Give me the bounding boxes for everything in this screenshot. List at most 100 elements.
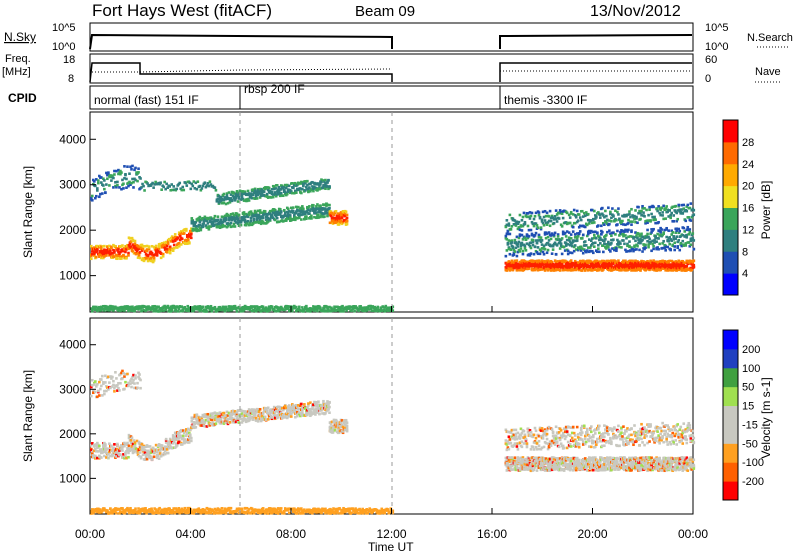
data-cell [190, 420, 194, 423]
data-cell [539, 240, 543, 244]
data-cell [336, 309, 339, 312]
data-cell [507, 239, 511, 242]
data-cell [533, 245, 537, 248]
data-cell [237, 421, 241, 424]
data-cell [602, 244, 605, 247]
data-cell [157, 245, 161, 248]
data-cell [533, 214, 537, 218]
data-cell [554, 209, 558, 212]
data-cell [253, 413, 257, 417]
data-cell [305, 304, 308, 308]
data-cell [187, 441, 191, 444]
data-cell [692, 247, 696, 251]
data-cell [139, 456, 143, 460]
data-cell [273, 208, 277, 212]
data-cell [195, 413, 199, 416]
data-cell [127, 444, 131, 448]
data-cell [195, 187, 199, 191]
data-cell [171, 249, 175, 252]
data-cell [672, 238, 675, 241]
data-cell [685, 268, 689, 271]
data-cell [293, 191, 296, 195]
data-cell [536, 239, 540, 242]
data-cell [652, 205, 655, 209]
data-cell [582, 211, 586, 215]
data-cell [151, 260, 155, 264]
data-cell [624, 234, 627, 237]
data-cell [219, 218, 223, 221]
data-cell [203, 424, 207, 428]
data-cell [274, 309, 278, 313]
data-cell [601, 230, 604, 234]
data-cell [538, 215, 542, 219]
data-cell [561, 259, 565, 262]
data-cell [572, 245, 576, 249]
data-cell [622, 223, 625, 226]
data-cell [125, 256, 128, 260]
y-tick-label: 4000 [59, 132, 86, 146]
data-cell [647, 245, 650, 249]
colorbar-tick-label: 8 [742, 246, 748, 258]
data-cell [515, 259, 519, 262]
data-cell [111, 454, 114, 458]
data-cell [205, 219, 209, 223]
data-cell [180, 443, 184, 446]
data-cell [120, 447, 123, 451]
data-cell [162, 309, 165, 312]
data-cell [107, 456, 110, 460]
data-cell [99, 249, 102, 253]
data-cell [374, 307, 378, 310]
data-cell [193, 186, 197, 190]
data-cell [680, 243, 684, 246]
data-cell [127, 251, 130, 255]
data-cell [113, 249, 116, 252]
data-cell [244, 212, 248, 216]
data-cell [103, 441, 106, 445]
data-cell [506, 229, 510, 233]
data-cell [94, 184, 97, 188]
data-cell [340, 306, 343, 310]
data-cell [258, 407, 262, 411]
data-cell [141, 245, 145, 248]
data-cell [651, 242, 654, 246]
data-cell [259, 419, 263, 423]
data-cell [107, 172, 110, 176]
data-cell [576, 234, 580, 238]
data-cell [682, 226, 686, 230]
data-cell [256, 209, 260, 213]
data-cell [204, 224, 208, 227]
data-cell [333, 307, 336, 310]
data-cell [119, 453, 122, 456]
data-cell [189, 231, 193, 235]
data-cell [226, 201, 230, 205]
data-cell [161, 453, 165, 457]
data-cell [512, 251, 516, 255]
data-cell [651, 265, 654, 269]
data-cell [189, 439, 193, 443]
data-cell [508, 232, 512, 236]
data-cell [223, 307, 227, 311]
data-cell [622, 232, 625, 236]
data-cell [221, 415, 225, 418]
data-cell [171, 240, 175, 243]
data-cell [593, 245, 596, 249]
data-cell [650, 249, 653, 253]
data-cell [194, 417, 198, 420]
data-cell [103, 187, 106, 191]
data-cell [282, 208, 286, 212]
data-cell [637, 211, 640, 215]
data-cell [613, 248, 616, 252]
data-cell [627, 263, 630, 267]
data-cell [264, 418, 268, 421]
data-cell [522, 211, 526, 215]
data-cell [605, 214, 608, 218]
data-cell [511, 268, 515, 272]
data-cell [200, 420, 204, 424]
data-cell [176, 434, 180, 438]
data-cell [243, 414, 247, 417]
data-cell [589, 260, 593, 264]
data-cell [567, 238, 571, 242]
data-cell [100, 245, 103, 249]
data-cell [203, 181, 207, 185]
data-cell [200, 187, 204, 190]
